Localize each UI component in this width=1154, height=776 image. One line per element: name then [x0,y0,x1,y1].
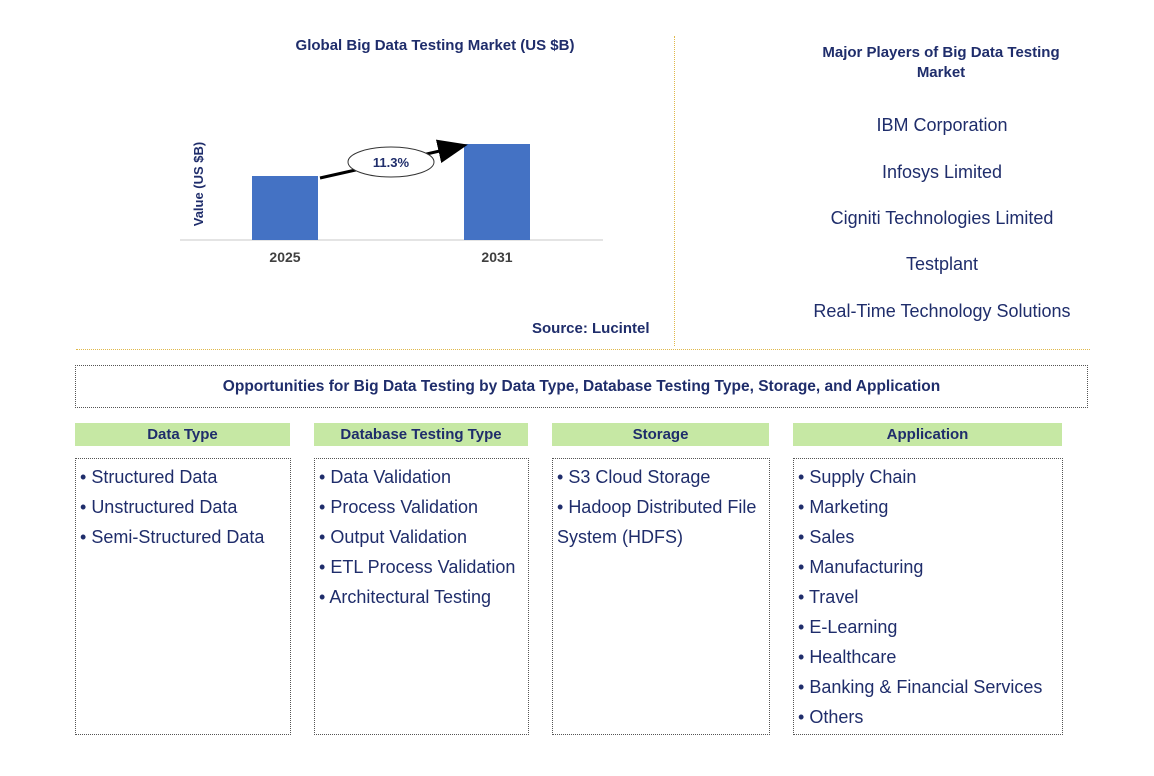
category-box-storage: • S3 Cloud Storage • Hadoop Distributed … [552,458,770,735]
bar-chart: 2025 2031 11.3% [180,139,603,265]
player-item: Cigniti Technologies Limited [830,208,1054,228]
category-heading-application: Application [793,423,1062,446]
cagr-ellipse [347,146,435,178]
chart-title: Global Big Data Testing Market (US $B) [295,37,575,54]
list-item: • S3 Cloud Storage [557,467,711,487]
opportunities-title: Opportunities for Big Data Testing by Da… [75,365,1088,408]
category-heading-data-type: Data Type [75,423,290,446]
list-item: • Travel [798,587,859,607]
category-box-application: • Supply Chain • Marketing • Sales • Man… [793,458,1063,735]
list-item: • Others [798,707,864,727]
list-item: • Banking & Financial Services [798,677,1043,697]
players-title: Major Players of Big Data Testing Market [822,44,1060,81]
list-item: • Process Validation [319,497,479,517]
cagr-label: 11.3% [373,155,410,170]
player-item: Infosys Limited [881,162,1003,182]
list-item: • Manufacturing [798,557,924,577]
list-item: • Marketing [798,497,889,517]
list-item: • Semi-Structured Data [80,527,265,547]
category-heading-database-testing-type: Database Testing Type [314,423,528,446]
list-item: • Architectural Testing [319,587,492,607]
category-box-database-testing-type: • Data Validation • Process Validation •… [314,458,529,735]
category-heading-storage: Storage [552,423,769,446]
list-item: • Supply Chain [798,467,917,487]
list-item: • Structured Data [80,467,218,487]
x-tick-label-2031: 2031 [481,249,512,265]
player-item: IBM Corporation [876,115,1008,135]
list-item: • Unstructured Data [80,497,238,517]
list-item: • ETL Process Validation [319,557,516,577]
bar-2031 [464,144,530,240]
list-item: • Sales [798,527,855,547]
list-item: • Hadoop Distributed File System (HDFS) [557,497,757,547]
list-item: • Data Validation [319,467,452,487]
vertical-divider [674,36,675,346]
x-tick-label-2025: 2025 [269,249,300,265]
horizontal-divider [76,349,1090,350]
bar-2025 [252,176,318,240]
list-item: • Healthcare [798,647,897,667]
list-item: • E-Learning [798,617,898,637]
player-item: Testplant [905,254,979,274]
player-item: Real-Time Technology Solutions [813,301,1071,321]
source-note: Source: Lucintel [532,320,650,337]
category-box-data-type: • Structured Data • Unstructured Data • … [75,458,291,735]
list-item: • Output Validation [319,527,468,547]
